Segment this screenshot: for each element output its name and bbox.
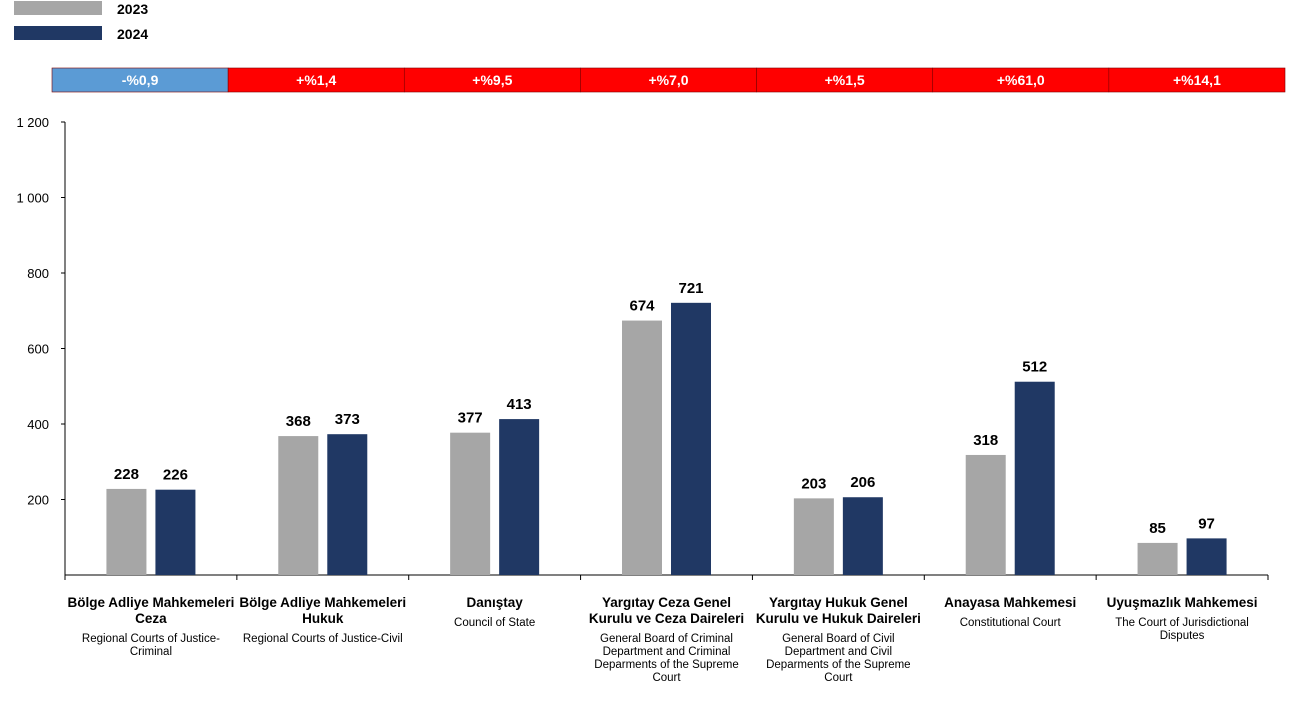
change-cell-6 — [1108, 67, 1286, 93]
value-label-2024-5: 512 — [1022, 359, 1047, 376]
value-label-2023-2: 377 — [458, 410, 483, 427]
legend-swatch-2023 — [14, 1, 102, 15]
y-tick-label-4: 1 000 — [16, 191, 49, 206]
category-label-2: Danıştay Council of State — [410, 595, 580, 630]
change-label-1: +%1,4 — [296, 72, 336, 88]
change-label-3: +%7,0 — [648, 72, 688, 88]
category-name-tr-1: Bölge Adliye Mahkemeleri Hukuk — [239, 595, 407, 626]
change-row: -%0,9 +%1,4 +%9,5 +%7,0 +%1,5 +%61,0 +%14,1 — [51, 67, 1286, 93]
value-labels: 228 226 368 373 377 413 674 721 203 206 318 512 85 97 — [114, 280, 1215, 537]
category-name-tr-3: Yargıtay Ceza Genel Kurulu ve Ceza Daire… — [588, 595, 745, 626]
category-name-en-3: General Board of Criminal Department and… — [594, 633, 739, 684]
category-name-tr-4: Yargıtay Hukuk Genel Kurulu ve Hukuk Dai… — [755, 595, 921, 626]
value-label-2023-3: 674 — [629, 298, 655, 315]
category-label-4: Yargıtay Hukuk Genel Kurulu ve Hukuk Dai… — [753, 595, 923, 685]
change-cell-4 — [756, 67, 934, 93]
bar-2023-6 — [1137, 542, 1178, 575]
y-tick-label-5: 1 200 — [16, 115, 49, 130]
category-label-5: Anayasa Mahkemesi Constitutional Court — [925, 595, 1095, 630]
category-name-tr-6: Uyuşmazlık Mahkemesi — [1106, 595, 1258, 610]
bar-2023-4 — [793, 498, 834, 575]
bar-2024-1 — [327, 434, 368, 575]
value-label-2024-6: 97 — [1198, 515, 1215, 532]
category-name-en-0: Regional Courts of Justice-Criminal — [81, 633, 220, 658]
category-label-0: Bölge Adliye Mahkemeleri Ceza Regional Co… — [66, 595, 236, 659]
value-label-2023-6: 85 — [1149, 520, 1166, 537]
legend-label-2024: 2024 — [117, 26, 148, 42]
category-name-tr-0: Bölge Adliye Mahkemeleri Ceza — [67, 595, 235, 626]
legend: 2023 2024 — [14, 1, 148, 42]
category-name-tr-2: Danıştay — [466, 595, 523, 610]
y-tick-label-3: 800 — [27, 266, 49, 281]
change-label-6: +%14,1 — [1173, 72, 1221, 88]
bar-2024-4 — [842, 497, 883, 575]
y-axis: 200 400 600 800 1 000 1 200 — [16, 115, 66, 575]
category-label-1: Bölge Adliye Mahkemeleri Hukuk Regional C… — [238, 595, 408, 646]
change-label-0: -%0,9 — [122, 72, 159, 88]
value-label-2024-3: 721 — [678, 280, 703, 297]
change-label-4: +%1,5 — [825, 72, 865, 88]
value-label-2023-5: 318 — [973, 432, 998, 449]
bar-2023-0 — [106, 488, 147, 575]
legend-label-2023: 2023 — [117, 1, 148, 17]
bar-2024-3 — [671, 302, 711, 575]
category-name-tr-5: Anayasa Mahkemesi — [944, 595, 1077, 610]
x-axis — [64, 574, 1269, 580]
bar-2024-0 — [155, 489, 196, 575]
bar-2024-5 — [1014, 381, 1055, 575]
value-label-2024-1: 373 — [335, 411, 360, 428]
category-name-en-6: The Court of Jurisdictional Disputes — [1115, 617, 1249, 642]
category-name-en-2: Council of State — [454, 617, 536, 629]
y-tick-label-2: 600 — [27, 342, 49, 357]
change-cell-2 — [403, 67, 581, 93]
category-label-3: Yargıtay Ceza Genel Kurulu ve Ceza Daire… — [582, 595, 752, 685]
bar-2023-2 — [450, 432, 491, 575]
category-name-en-1: Regional Courts of Justice-Civil — [242, 633, 403, 645]
bar-2024-2 — [499, 419, 540, 575]
category-name-en-4: General Board of Civil Department and Ci… — [766, 633, 911, 684]
value-label-2024-4: 206 — [850, 474, 875, 491]
bar-2023-3 — [622, 320, 662, 575]
bar-2023-5 — [965, 454, 1006, 575]
change-label-5: +%61,0 — [997, 72, 1045, 88]
value-label-2023-0: 228 — [114, 466, 139, 483]
value-label-2024-0: 226 — [163, 467, 188, 484]
legend-swatch-2024 — [14, 26, 102, 40]
bar-2024-6 — [1186, 538, 1227, 575]
change-cell-3 — [580, 67, 757, 93]
value-label-2024-2: 413 — [507, 396, 532, 413]
y-tick-label-1: 400 — [27, 417, 49, 432]
category-name-en-5: Constitutional Court — [959, 617, 1061, 629]
category-label-6: Uyuşmazlık Mahkemesi The Court of Jurisdi… — [1097, 595, 1267, 643]
value-label-2023-4: 203 — [801, 475, 826, 492]
change-cell-5 — [932, 67, 1110, 93]
bar-2023-1 — [278, 436, 319, 575]
change-label-2: +%9,5 — [472, 72, 512, 88]
change-cell-1 — [227, 67, 405, 93]
value-label-2023-1: 368 — [286, 413, 311, 430]
y-tick-label-0: 200 — [27, 493, 49, 508]
bars — [106, 302, 1227, 575]
